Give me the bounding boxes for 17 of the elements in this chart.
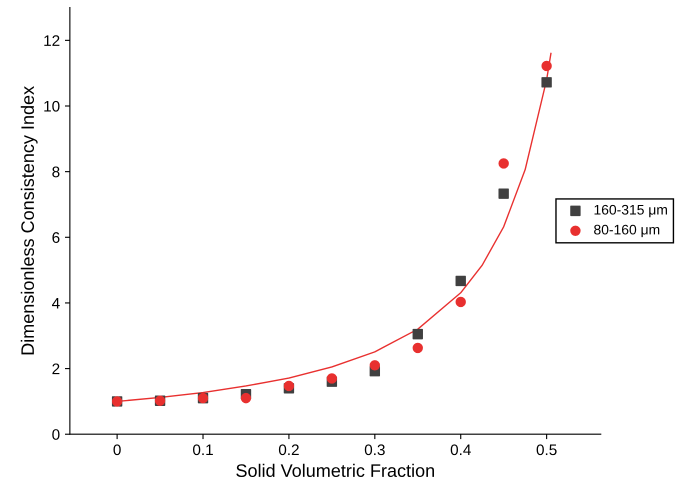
legend-label: 80-160 μm (594, 224, 660, 238)
y-tick-label: 8 (52, 166, 60, 178)
y-tick-label: 6 (52, 232, 60, 243)
x-axis-title: Solid Volumetric Fraction (236, 464, 434, 478)
x-tick-label: 0.1 (192, 444, 213, 456)
x-tick-label: 0.5 (536, 444, 557, 456)
y-axis-title: Dimensionless Consistency Index (20, 86, 38, 354)
y-tick-label: 12 (44, 35, 60, 46)
y-tick-label: 2 (52, 363, 60, 374)
y-tick-label: 4 (52, 298, 60, 308)
x-tick-label: 0.4 (450, 444, 471, 456)
y-tick-label: 10 (44, 100, 60, 112)
y-tick-label: 0 (52, 429, 60, 440)
x-tick-label: 0.3 (364, 444, 385, 456)
x-tick-label: 0.2 (278, 444, 299, 456)
x-tick-label: 0 (113, 444, 121, 456)
legend-label: 160-315 μm (594, 204, 667, 218)
